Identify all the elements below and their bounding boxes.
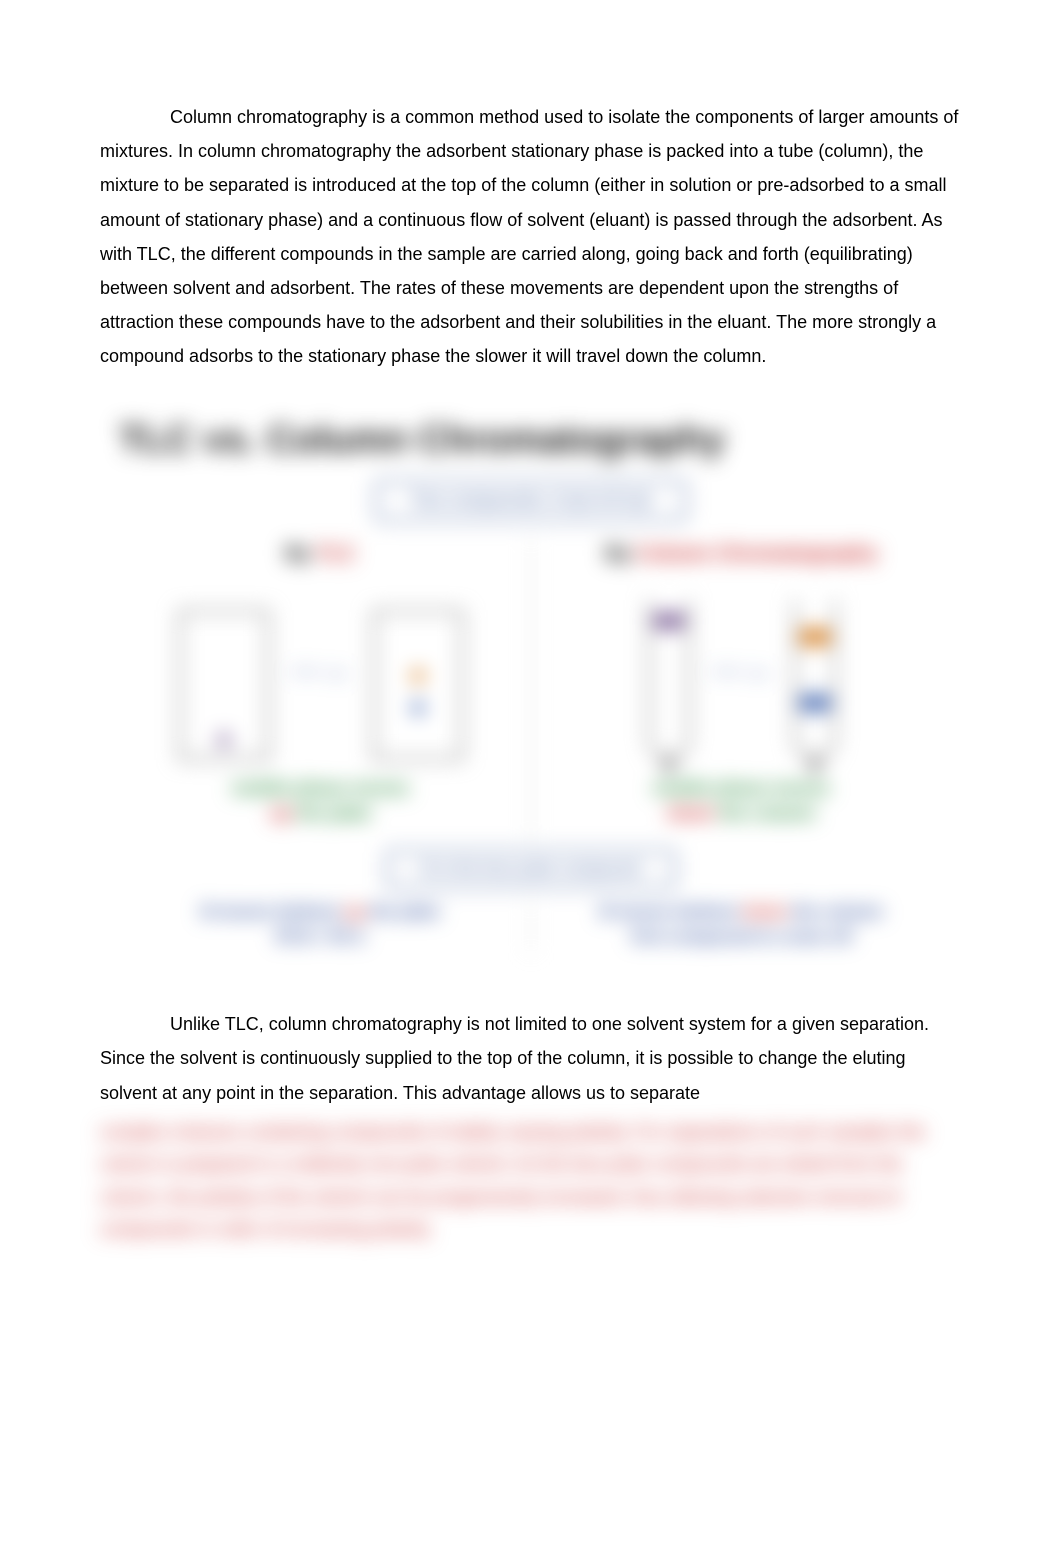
column-tube-after	[794, 600, 836, 760]
diagram-columns: By TLC ⎯⎯→ mobile phase moves up the pla…	[111, 535, 951, 844]
band-b-icon	[800, 696, 830, 710]
tlc-column-diagram: TLC vs. Column Chromatography Two compou…	[101, 404, 961, 978]
right-mobile-down: down	[667, 803, 714, 823]
band-a-icon	[800, 630, 830, 644]
left-mobile-l1: mobile phase moves	[232, 778, 409, 798]
paragraph-2-text: Unlike TLC, column chromatography is not…	[100, 1014, 929, 1102]
spot-b-icon	[412, 702, 424, 714]
left-end-prefix: B moves farthest	[201, 902, 344, 921]
right-end-sub: first compound to come off	[631, 927, 851, 946]
paragraph-1: Column chromatography is a common method…	[100, 100, 962, 374]
arrow-icon: ⎯⎯→	[712, 653, 772, 687]
left-end-text: B moves farthest up the plate Rf B > Rf …	[201, 900, 439, 949]
mixture-spot-icon	[218, 734, 230, 746]
left-end-up: up	[344, 902, 365, 921]
diagram-top-box: Two compounds, A (●) & B (●)	[375, 480, 688, 521]
hidden-tail-text: complex mixtures containing compounds of…	[100, 1122, 925, 1239]
left-end-col: B moves farthest up the plate Rf B > Rf …	[111, 900, 530, 957]
right-mobile-text: mobile phase moves down the column	[653, 776, 830, 826]
right-head-red: Column Chromatography	[637, 543, 878, 565]
right-heading: By Column Chromatography	[605, 543, 877, 566]
left-head-prefix: By	[285, 543, 316, 565]
hidden-tail-paragraph: complex mixtures containing compounds of…	[100, 1116, 962, 1246]
column-tube-before	[648, 600, 690, 760]
tlc-plate-before	[179, 610, 269, 760]
right-end-prefix: B moves farthest	[600, 902, 743, 921]
left-mobile-text: mobile phase moves up the plate	[232, 776, 409, 826]
diagram-right-column: By Column Chromatography ⎯⎯→ mobile phas…	[532, 535, 951, 844]
arrow-icon: ⎯⎯→	[291, 653, 351, 687]
left-end-sub: Rf B > Rf A	[276, 927, 365, 946]
left-end-suffix: the plate	[365, 902, 440, 921]
right-mobile-end: the column	[714, 803, 815, 823]
right-end-text: B moves farthest down the column first c…	[600, 900, 882, 949]
spot-a-icon	[412, 670, 424, 682]
diagram-bottom-box: B is the less polar compound	[386, 850, 676, 888]
right-end-suffix: the column	[787, 902, 882, 921]
right-end-col: B moves farthest down the column first c…	[532, 900, 951, 957]
left-drawing: ⎯⎯→	[179, 580, 463, 760]
left-mobile-end: the plate	[292, 803, 371, 823]
left-heading: By TLC	[285, 543, 355, 566]
mixture-band-icon	[654, 614, 684, 628]
tlc-plate-after	[373, 610, 463, 760]
left-head-red: TLC	[317, 543, 356, 565]
diagram-left-column: By TLC ⎯⎯→ mobile phase moves up the pla…	[111, 535, 530, 844]
paragraph-1-text: Column chromatography is a common method…	[100, 107, 958, 366]
right-head-prefix: By	[605, 543, 636, 565]
diagram-bottom-row: B moves farthest up the plate Rf B > Rf …	[111, 900, 951, 957]
paragraph-2: Unlike TLC, column chromatography is not…	[100, 1007, 962, 1110]
right-end-down: down	[743, 902, 787, 921]
right-drawing: ⎯⎯→	[648, 580, 836, 760]
left-mobile-up: up	[270, 803, 292, 823]
diagram-title: TLC vs. Column Chromatography	[111, 419, 951, 462]
right-mobile-l1: mobile phase moves	[653, 778, 830, 798]
